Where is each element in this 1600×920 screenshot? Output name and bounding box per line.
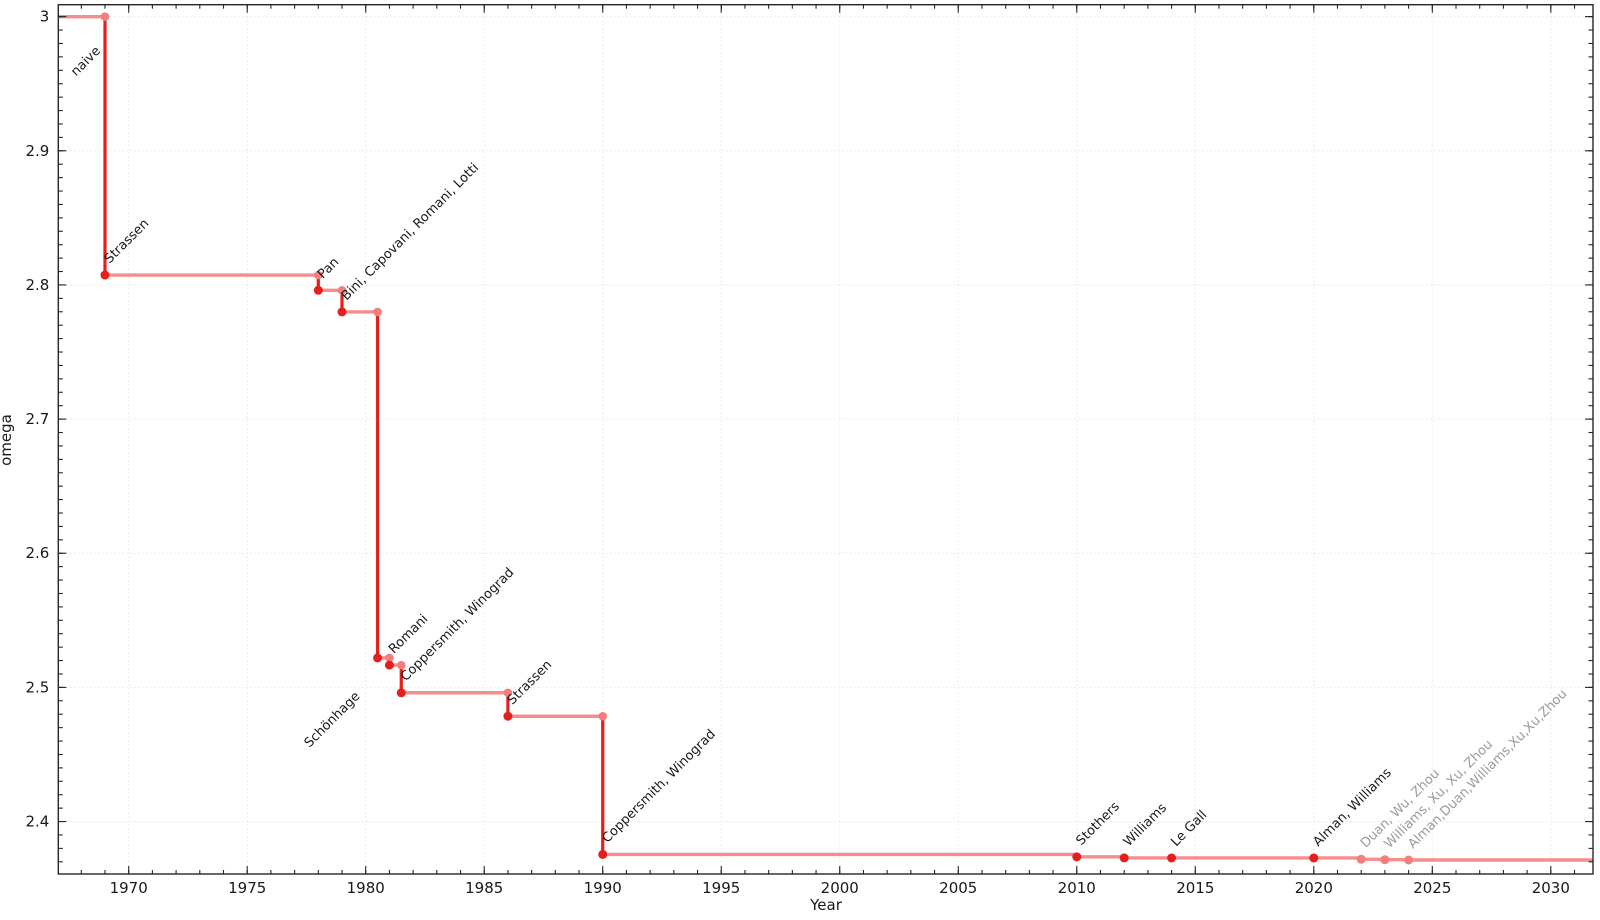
- x-tick-label: 2000: [821, 879, 859, 897]
- data-point: [1309, 853, 1319, 863]
- y-tick-label: 2.6: [25, 544, 49, 562]
- point-label: Le Gall: [1168, 808, 1210, 850]
- point-label: Strassen: [102, 216, 153, 267]
- x-axis-title: Year: [810, 896, 842, 914]
- point-label: Strassen: [505, 658, 556, 709]
- x-tick-label: 1990: [584, 879, 622, 897]
- point-label: Williams: [1121, 800, 1170, 849]
- data-point: [1119, 853, 1129, 863]
- data-point: [396, 688, 406, 698]
- x-tick-label: 2010: [1058, 879, 1096, 897]
- y-tick-label: 2.9: [25, 142, 49, 160]
- corner-dot: [396, 660, 406, 670]
- point-label: Coppersmith, Winograd: [599, 727, 718, 846]
- x-tick-label: 2030: [1532, 879, 1570, 897]
- x-tick-label: 1970: [110, 879, 148, 897]
- data-point: [598, 849, 608, 859]
- y-tick-label: 2.5: [25, 678, 49, 696]
- corner-dot: [385, 653, 394, 663]
- corner-dot: [337, 286, 347, 295]
- data-point: [384, 660, 394, 670]
- x-tick-label: 2020: [1295, 879, 1333, 897]
- data-point: [1072, 852, 1082, 862]
- corner-dot: [100, 12, 110, 21]
- y-axis-title: omega: [0, 414, 15, 466]
- step-line: [58, 14, 1593, 862]
- x-tick-label: 2005: [939, 879, 977, 897]
- data-point: [337, 307, 347, 317]
- x-tick-label: 2025: [1413, 879, 1451, 897]
- y-tick-label: 2.4: [25, 813, 49, 831]
- corner-dot: [373, 307, 382, 317]
- point-label: Williams, Xu, Xu, Zhou: [1382, 737, 1496, 851]
- data-point: [100, 270, 110, 280]
- point-label: Schönhage: [302, 689, 364, 751]
- y-tick-label: 3: [40, 8, 50, 26]
- corner-dot: [314, 270, 323, 280]
- data-point: [503, 711, 513, 721]
- x-tick-label: 1980: [347, 879, 385, 897]
- data-point: [1167, 853, 1177, 863]
- corner-dot: [598, 711, 608, 721]
- y-tick-label: 2.8: [25, 276, 49, 294]
- corner-dot: [503, 688, 513, 698]
- x-tick-label: 1995: [702, 879, 740, 897]
- data-point: [1404, 855, 1414, 865]
- plot-border: [57, 3, 1594, 875]
- point-label: Stothers: [1073, 799, 1122, 848]
- x-tick-label: 1975: [228, 879, 266, 897]
- point-label: Bini, Capovani, Romani, Lotti: [339, 160, 482, 303]
- x-tick-label: 1985: [465, 879, 503, 897]
- point-label: naive: [68, 44, 104, 80]
- data-point: [313, 285, 323, 295]
- y-tick-label: 2.7: [25, 410, 49, 428]
- data-point: [373, 653, 383, 663]
- x-tick-label: 2015: [1176, 879, 1214, 897]
- data-point: [1356, 854, 1366, 864]
- data-point: [1380, 855, 1390, 865]
